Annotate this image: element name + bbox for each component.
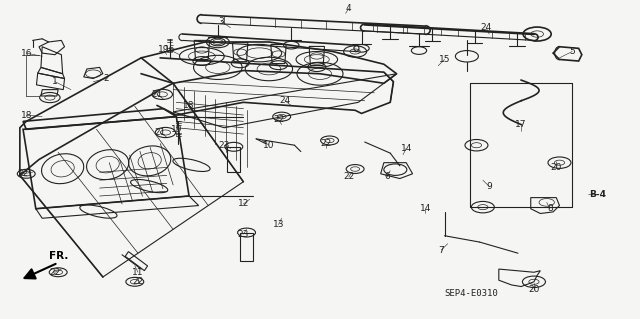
Text: 5: 5: [570, 47, 575, 56]
Text: 18: 18: [183, 101, 195, 110]
Text: 22: 22: [273, 115, 284, 124]
Text: 22: 22: [17, 169, 29, 178]
Text: 22: 22: [132, 277, 143, 286]
Text: 14: 14: [401, 144, 412, 153]
Text: 12: 12: [237, 199, 249, 208]
Text: 17: 17: [515, 120, 527, 129]
Text: 14: 14: [420, 204, 431, 213]
Text: 1: 1: [52, 77, 58, 86]
Text: 20: 20: [528, 285, 540, 294]
Text: 22: 22: [321, 139, 332, 148]
Text: 24: 24: [279, 96, 291, 105]
Text: 8: 8: [547, 204, 553, 213]
Text: 16: 16: [20, 48, 32, 58]
Text: 7: 7: [438, 246, 444, 255]
Text: B-4: B-4: [589, 190, 606, 199]
Text: 19: 19: [158, 45, 170, 55]
Text: 18: 18: [20, 111, 32, 120]
Text: 6: 6: [384, 173, 390, 182]
Text: 22: 22: [343, 173, 355, 182]
Text: 10: 10: [263, 141, 275, 150]
Text: 20: 20: [550, 163, 562, 172]
Text: 21: 21: [155, 128, 166, 137]
Text: 19: 19: [171, 125, 182, 134]
Text: 23: 23: [237, 230, 249, 239]
Text: 22: 22: [49, 268, 61, 277]
Text: 21: 21: [152, 90, 163, 99]
Text: 15: 15: [439, 55, 451, 64]
Text: 2: 2: [103, 74, 109, 83]
Text: 13: 13: [273, 220, 284, 229]
Text: SEP4-E0310: SEP4-E0310: [445, 289, 499, 298]
Text: 3: 3: [218, 17, 224, 26]
Text: 9: 9: [486, 182, 492, 191]
Text: 4: 4: [346, 4, 351, 13]
Text: 11: 11: [132, 268, 144, 277]
Text: FR.: FR.: [49, 251, 68, 261]
Text: 23: 23: [218, 141, 230, 150]
Text: 16: 16: [164, 45, 175, 55]
Text: 24: 24: [481, 23, 492, 32]
